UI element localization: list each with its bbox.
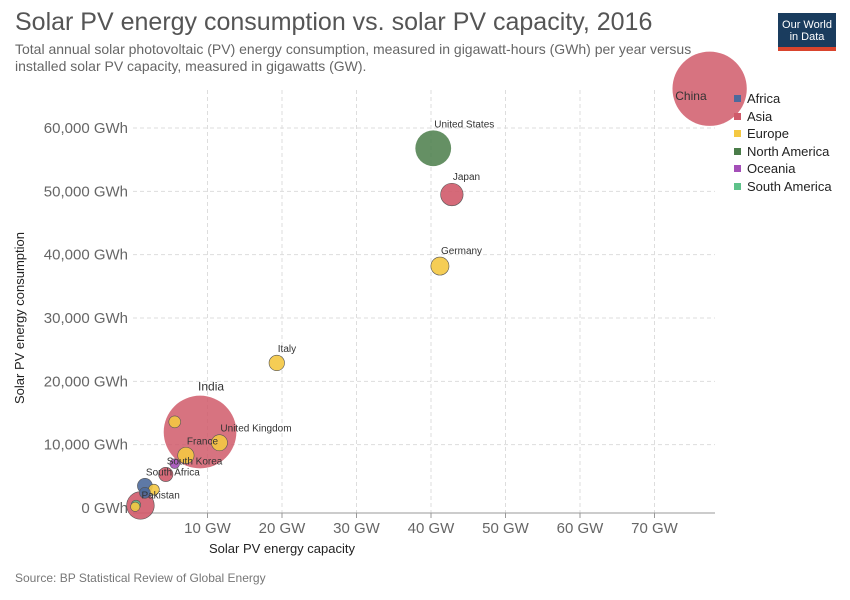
point-label: South Africa <box>146 467 200 478</box>
legend-label: South America <box>747 178 832 194</box>
x-tick-label: 60 GW <box>557 520 605 537</box>
y-tick-label: 20,000 GWh <box>44 373 128 390</box>
y-tick-label: 30,000 GWh <box>44 310 128 327</box>
legend-swatch <box>734 182 741 190</box>
data-point-china[interactable] <box>672 51 747 126</box>
legend-item-africa[interactable]: Africa <box>734 90 832 108</box>
logo-line-1: Our World <box>782 19 832 31</box>
x-tick-label: 50 GW <box>482 520 530 537</box>
legend-label: Asia <box>747 108 773 124</box>
y-tick-label: 0 GWh <box>81 500 128 517</box>
data-point-france[interactable] <box>177 446 195 464</box>
data-point-japan[interactable] <box>440 182 464 207</box>
data-point-unlabeled[interactable] <box>139 487 151 499</box>
axis-layer: 0 GWh 10,000 GWh 20,000 GWh 30,000 GWh 40,00… <box>44 120 715 537</box>
legend-label: Europe <box>747 126 789 142</box>
grid-layer <box>133 90 715 513</box>
point-label: Japan <box>453 172 480 183</box>
data-point-unlabeled[interactable] <box>169 458 180 469</box>
legend-swatch <box>734 147 741 155</box>
y-axis-title: Solar PV energy consumption <box>12 232 27 404</box>
legend-swatch <box>734 95 741 103</box>
chart-subtitle: Total annual solar photovoltaic (PV) ene… <box>15 41 692 74</box>
x-axis-title: Solar PV energy capacity <box>209 541 355 556</box>
data-point-italy[interactable] <box>268 354 285 372</box>
y-tick-label: 60,000 GWh <box>44 120 128 137</box>
point-label: France <box>187 436 219 447</box>
point-label: India <box>198 380 224 394</box>
data-point-unlabeled[interactable] <box>130 501 141 512</box>
legend: Africa Asia Europe North America Oceania Sout… <box>734 90 832 195</box>
logo-line-2: in Data <box>789 31 825 43</box>
legend-swatch <box>734 112 741 120</box>
data-point-unlabeled[interactable] <box>168 415 181 429</box>
data-point-united-states[interactable] <box>415 130 452 167</box>
legend-swatch <box>734 130 741 138</box>
legend-item-oceania[interactable]: Oceania <box>734 160 832 178</box>
x-tick-label: 30 GW <box>333 520 381 537</box>
x-tick-label: 70 GW <box>631 520 679 537</box>
legend-label: North America <box>747 143 830 159</box>
legend-label: Africa <box>747 91 781 107</box>
x-tick-label: 20 GW <box>259 520 307 537</box>
legend-item-europe[interactable]: Europe <box>734 125 832 143</box>
point-label: China <box>675 89 707 103</box>
source-note: Source: BP Statistical Review of Global … <box>15 571 266 585</box>
point-label: Italy <box>278 344 296 355</box>
legend-item-north-america[interactable]: North America <box>734 143 832 161</box>
points-layer <box>126 51 747 520</box>
y-tick-label: 10,000 GWh <box>44 437 128 454</box>
point-label: United States <box>434 119 494 130</box>
chart-title: Solar PV energy consumption vs. solar PV… <box>15 8 653 36</box>
legend-swatch <box>734 165 741 173</box>
data-point-germany[interactable] <box>430 256 450 276</box>
y-tick-label: 40,000 GWh <box>44 247 128 264</box>
x-tick-label: 40 GW <box>408 520 456 537</box>
y-tick-label: 50,000 GWh <box>44 183 128 200</box>
point-label: United Kingdom <box>220 424 291 435</box>
owid-logo[interactable]: Our World in Data <box>778 13 836 51</box>
data-point-united-kingdom[interactable] <box>211 434 228 452</box>
legend-item-asia[interactable]: Asia <box>734 108 832 126</box>
point-label: Germany <box>441 246 482 257</box>
legend-label: Oceania <box>747 161 796 177</box>
data-point-south-korea[interactable] <box>158 466 174 482</box>
legend-item-south-america[interactable]: South America <box>734 178 832 196</box>
point-label: South Korea <box>167 456 223 467</box>
labels-layer: China United States Japan Germany Italy India… <box>141 89 707 502</box>
point-label: Pakistan <box>141 490 179 501</box>
x-tick-label: 10 GW <box>184 520 232 537</box>
